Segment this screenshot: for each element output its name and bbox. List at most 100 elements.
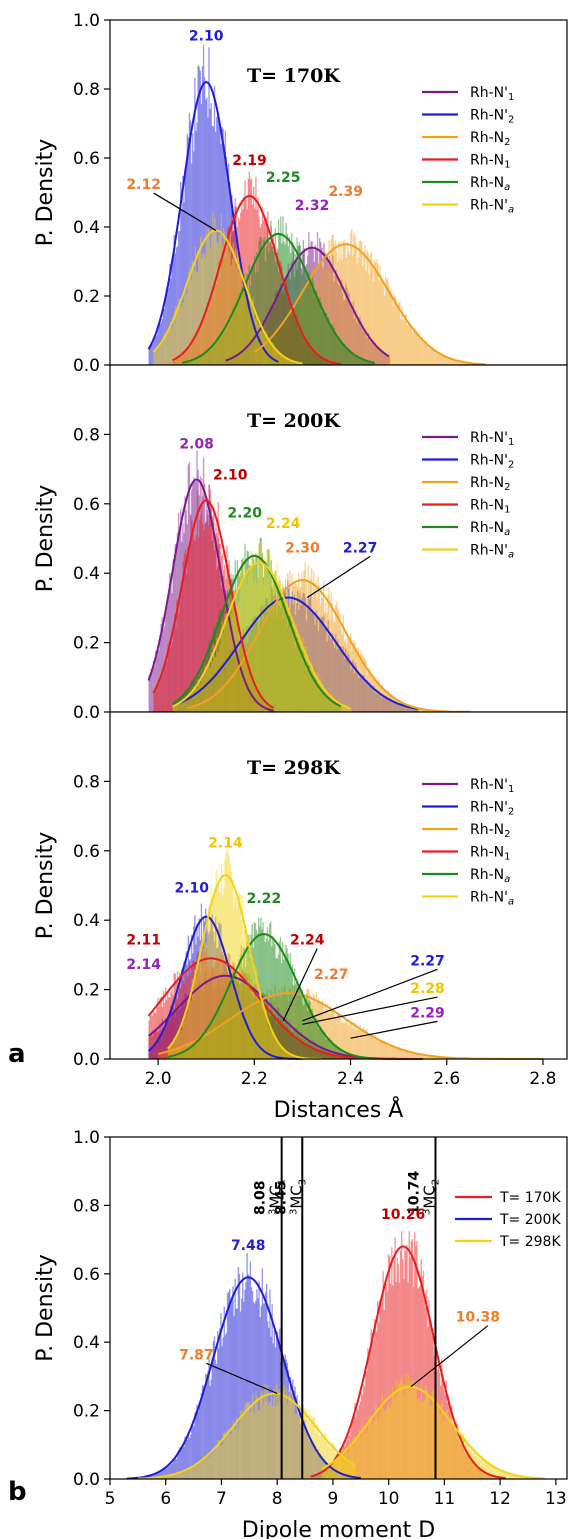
histogram-bar	[355, 666, 358, 712]
histogram-bar	[235, 647, 237, 712]
histogram-bar	[201, 316, 204, 365]
histogram-bar	[302, 331, 304, 365]
histogram-bar	[404, 1246, 406, 1479]
histogram-bar	[225, 242, 227, 365]
histogram-bar	[348, 293, 350, 365]
x-axis-label: Distances Å	[274, 1096, 404, 1123]
histogram-bar	[177, 700, 180, 712]
histogram-bar	[183, 532, 185, 712]
histogram-bar	[265, 351, 268, 365]
histogram-bar	[308, 1414, 311, 1479]
histogram-bar	[332, 1010, 334, 1059]
histogram-bar	[207, 228, 210, 365]
histogram-bar	[311, 1440, 314, 1479]
histogram-bar	[386, 691, 388, 712]
histogram-bar	[222, 686, 225, 712]
histogram-Rh-N-1	[148, 450, 274, 712]
histogram-bar	[208, 484, 211, 712]
histogram-bar	[354, 662, 357, 712]
histogram-bar	[272, 344, 275, 365]
histogram-bar	[172, 360, 174, 365]
histogram-bar	[284, 607, 286, 712]
histogram-bar	[395, 700, 398, 712]
histogram-bar	[329, 1462, 331, 1479]
histogram-bar	[303, 248, 306, 365]
histogram-bar	[329, 638, 332, 712]
histogram-bar	[313, 613, 315, 712]
histogram-bar	[304, 1039, 306, 1059]
histogram-bar	[380, 1405, 382, 1479]
histogram-bar	[178, 1008, 181, 1059]
histogram-bar	[238, 983, 241, 1059]
histogram-bar	[276, 361, 279, 365]
histogram-bar	[278, 577, 280, 712]
histogram-bar	[349, 1020, 351, 1059]
histogram-bar	[158, 1477, 160, 1479]
histogram-bar	[212, 900, 214, 1059]
histogram-bar	[285, 995, 287, 1059]
histogram-bar	[381, 351, 383, 365]
histogram-bar	[161, 1470, 163, 1479]
histogram-bar	[367, 1348, 369, 1479]
histogram-bar	[337, 639, 339, 712]
histogram-bar	[158, 1054, 160, 1059]
histogram-bar	[400, 704, 402, 712]
histogram-bar	[371, 674, 374, 712]
histogram-bar	[320, 1457, 322, 1479]
histogram-bar	[312, 675, 315, 712]
histogram-bar	[232, 307, 234, 365]
histogram-bar	[202, 948, 204, 1059]
histogram-bar	[178, 529, 181, 712]
histogram-bar	[201, 1033, 203, 1059]
histogram-bar	[193, 1042, 196, 1059]
histogram-bar	[170, 1009, 172, 1059]
histogram-bar	[264, 261, 267, 365]
histogram-bar	[217, 690, 219, 712]
histogram-bar	[453, 1425, 455, 1479]
histogram-bar	[338, 241, 340, 365]
histogram-bar	[198, 495, 200, 712]
histogram-bar	[327, 695, 329, 712]
histogram-bar	[304, 561, 306, 712]
histogram-bar	[355, 1439, 357, 1479]
histogram-bar	[217, 978, 219, 1059]
histogram-bar	[275, 1330, 278, 1479]
histogram-bar	[244, 1289, 246, 1479]
histogram-bar	[206, 236, 208, 365]
legend-label: Rh-N'a	[470, 890, 514, 908]
histogram-bar	[312, 670, 315, 712]
histogram-bar	[163, 1051, 165, 1059]
histogram-bar	[189, 267, 191, 365]
histogram-bar	[241, 644, 243, 712]
histogram-bar	[191, 1043, 194, 1059]
histogram-bar	[342, 299, 345, 365]
histogram-bar	[251, 924, 253, 1059]
histogram-bar	[262, 239, 265, 365]
histogram-bar	[213, 506, 215, 712]
histogram-bar	[340, 279, 343, 365]
histogram-bar	[315, 677, 317, 712]
histogram-bar	[319, 355, 321, 365]
histogram-bar	[324, 625, 326, 712]
histogram-bar	[198, 962, 200, 1059]
histogram-bar	[286, 358, 288, 365]
histogram-bar	[236, 306, 238, 365]
histogram-bar	[239, 986, 242, 1059]
histogram-bar	[314, 1020, 317, 1059]
histogram-bar	[351, 661, 353, 712]
histogram-bar	[221, 243, 224, 365]
histogram-bar	[319, 1436, 321, 1479]
histogram-bar	[377, 263, 379, 365]
histogram-bar	[350, 1477, 353, 1479]
histogram-bar	[396, 308, 399, 365]
histogram-bar	[406, 706, 409, 712]
histogram-bar	[273, 306, 275, 365]
histogram-bar	[417, 338, 419, 365]
histogram-bar	[226, 1436, 228, 1479]
histogram-bar	[164, 660, 166, 712]
histogram-bar	[243, 654, 245, 712]
histogram-bar	[163, 1003, 166, 1059]
histogram-bar	[238, 1001, 241, 1059]
histogram-bar	[184, 975, 186, 1059]
